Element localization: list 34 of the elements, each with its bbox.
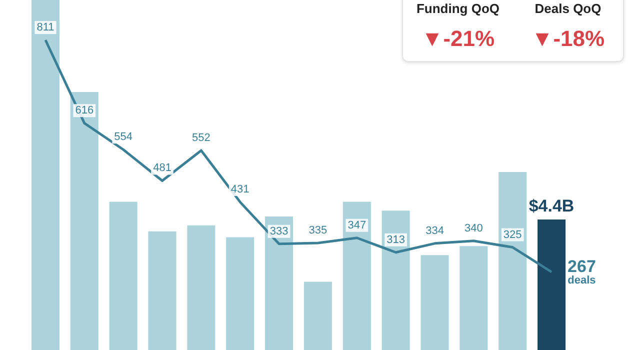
bar (382, 210, 410, 350)
data-label: 267 (568, 257, 596, 276)
data-label: 431 (230, 184, 250, 196)
bar (304, 282, 332, 350)
bar (265, 216, 294, 350)
bar (31, 0, 60, 350)
bar (70, 92, 98, 350)
series-label: deals (568, 274, 596, 286)
data-label: 313 (386, 234, 405, 246)
data-label: $4.4B (528, 196, 574, 216)
data-label: 552 (192, 132, 210, 144)
data-label: 554 (114, 131, 132, 144)
bar (460, 246, 488, 350)
data-label: 325 (503, 228, 522, 241)
bar (187, 225, 216, 350)
data-label: 481 (153, 162, 172, 174)
data-label: 616 (75, 104, 94, 117)
annotation: ▼-21% (420, 26, 496, 52)
bar (148, 231, 176, 350)
annotation: Deals QoQ (534, 1, 602, 18)
data-label: 334 (426, 224, 444, 237)
data-label: 347 (348, 219, 366, 232)
data-label: 333 (270, 225, 288, 238)
annotation: Funding QoQ (415, 1, 501, 18)
data-label: 340 (464, 222, 483, 234)
data-label: 811 (36, 22, 54, 34)
bar (498, 172, 527, 350)
bar (109, 202, 138, 350)
bar (420, 255, 449, 350)
annotation: ▼-18% (530, 26, 606, 52)
bar (226, 237, 254, 350)
data-label: 335 (308, 224, 328, 236)
bar (538, 219, 566, 350)
bar (342, 202, 371, 350)
